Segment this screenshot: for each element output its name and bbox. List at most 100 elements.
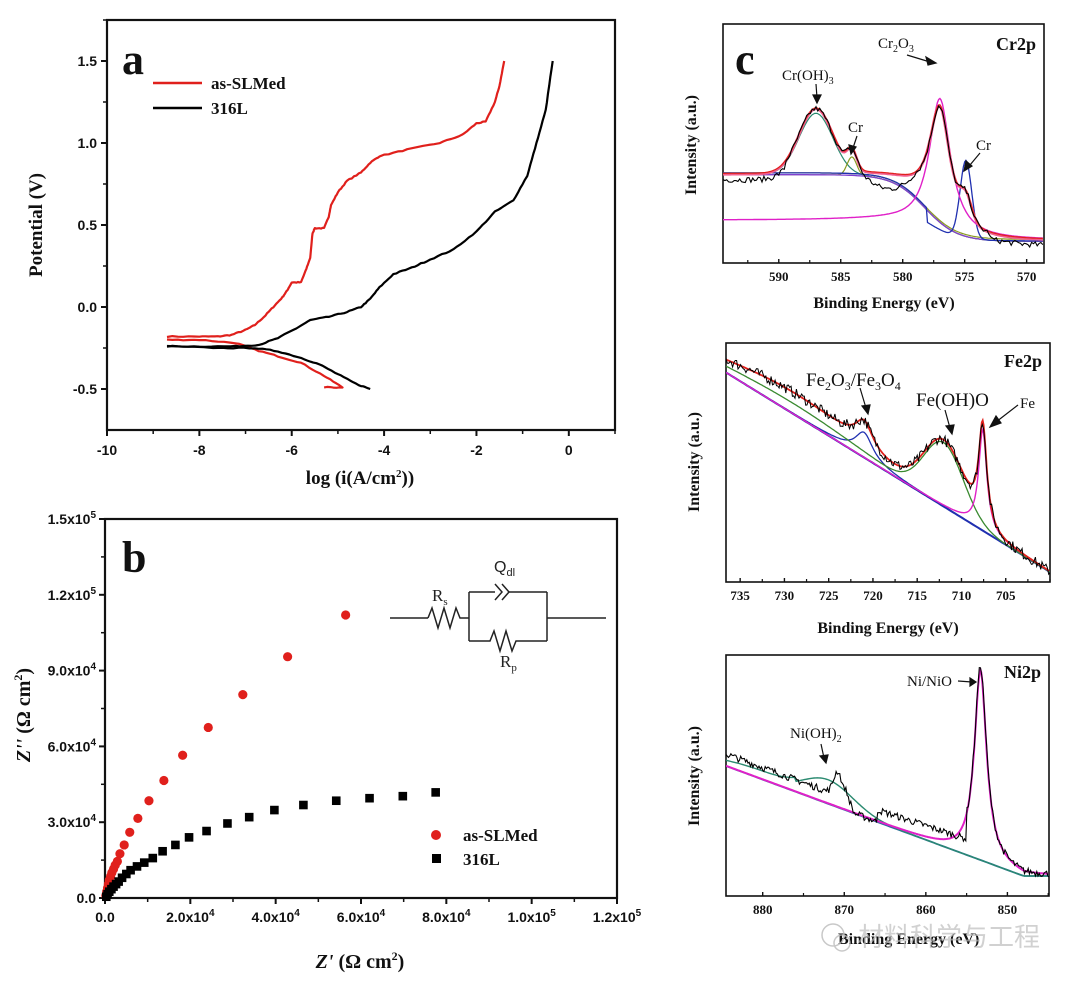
anno-cr2o3-m2: O bbox=[898, 36, 909, 52]
data-point-316l bbox=[270, 805, 279, 815]
fe2p-envelope bbox=[726, 358, 1050, 572]
cr2p-envelope-pink bbox=[723, 104, 1043, 241]
x-title-end: )) bbox=[402, 468, 415, 489]
x-tick-label: 710 bbox=[952, 588, 972, 603]
panel-b-ticks: 0.0 2.0x104 4.0x104 6.0x104 8.0x104 1.0x105 1.… bbox=[48, 510, 642, 925]
x-tick-label: 735 bbox=[730, 588, 750, 603]
cr2p-envelope-red bbox=[723, 104, 1043, 240]
arrow-head-icon bbox=[988, 414, 1002, 429]
data-point-316l bbox=[431, 788, 440, 797]
x-tick-label: 0 bbox=[565, 442, 573, 458]
cpe-plate-2b-icon bbox=[501, 583, 510, 601]
x-tick-label: 8.0x104 bbox=[422, 908, 471, 925]
rs-main: R bbox=[432, 586, 444, 605]
arrow-cr-2 bbox=[969, 152, 981, 166]
fe2p-arrows bbox=[859, 387, 1019, 436]
data-point-316l bbox=[132, 862, 142, 871]
arrow-cr2o3 bbox=[906, 54, 931, 63]
watermark-text: 材料科学与工程 bbox=[858, 923, 1040, 953]
data-point-316l bbox=[139, 858, 149, 867]
panel-b-letter: b bbox=[122, 533, 146, 582]
fe2p-y-axis-title: Intensity (a.u.) bbox=[686, 412, 703, 512]
fe2p-raw-data bbox=[726, 358, 1050, 576]
panel-a-series bbox=[166, 60, 554, 391]
cr2p-cr-metal-1-component bbox=[723, 156, 1043, 242]
x-tick-label: -2 bbox=[470, 442, 483, 458]
panel-b-frame bbox=[103, 517, 619, 900]
q-sub: dl bbox=[506, 567, 515, 579]
panel-c-fe2p-chart: 735 730 725 720 715 710 705 Fe2p Fe2O3/Fe3O4 F… bbox=[686, 342, 1051, 637]
x-tick-label: 870 bbox=[835, 902, 855, 917]
data-point-316l bbox=[299, 800, 308, 810]
panel-b-x-axis-title: Z' (Ω cm2) bbox=[315, 949, 405, 973]
data-point-316l bbox=[126, 865, 135, 875]
fe2p-ticks: 735 730 725 720 715 710 705 bbox=[730, 578, 1051, 603]
rp-sub: p bbox=[511, 662, 517, 674]
yrest: (Ω cm bbox=[13, 680, 35, 739]
data-point-as-slmed bbox=[238, 690, 248, 700]
x-tick-label: 585 bbox=[831, 269, 851, 284]
panel-c-ni2p-chart: 880 870 860 850 Ni2p Ni/NiO Ni(OH)2 Intensi… bbox=[686, 654, 1050, 948]
anno-cr2o3-s2: 3 bbox=[909, 44, 914, 55]
anno-cr-1: Cr bbox=[848, 120, 863, 136]
data-point-as-slmed bbox=[159, 775, 169, 786]
anno-ni-nio: Ni/NiO bbox=[907, 674, 952, 690]
ni2p-y-axis-title: Intensity (a.u.) bbox=[686, 726, 703, 826]
fe2p-tag: Fe2p bbox=[1004, 351, 1042, 371]
data-point-as-slmed bbox=[125, 827, 135, 837]
x-tick-label: -4 bbox=[378, 442, 391, 458]
y-tick-label: 9.0x104 bbox=[48, 662, 97, 679]
ni2p-tag: Ni2p bbox=[1004, 662, 1041, 682]
y-tick-label: -0.5 bbox=[73, 381, 97, 397]
ni2p-arrows bbox=[818, 676, 978, 765]
y-tick-label: 0.0 bbox=[78, 299, 98, 315]
panel-a-y-axis-title: Potential (V) bbox=[26, 173, 47, 277]
cr2p-raw-data bbox=[723, 105, 1044, 249]
x-tick-label: -10 bbox=[97, 442, 117, 458]
panel-c-letter: c bbox=[735, 35, 755, 84]
polarization-curve-316l-cathodic bbox=[166, 344, 371, 391]
x-tick-label: 6.0x104 bbox=[337, 908, 386, 925]
x-tick-label: 580 bbox=[893, 269, 913, 284]
panel-a-x-axis-title: log (i(A/cm2)) bbox=[306, 468, 414, 489]
data-point-as-slmed bbox=[283, 652, 293, 662]
anno-cr2o3-m1: Cr bbox=[878, 36, 893, 52]
data-point-316l bbox=[331, 796, 341, 806]
x-tick-label: 1.2x105 bbox=[593, 908, 642, 925]
cr2p-tag: Cr2p bbox=[996, 34, 1036, 54]
x-tick-label: 2.0x104 bbox=[166, 908, 215, 925]
y-tick-label: 6.0x104 bbox=[48, 737, 97, 754]
rp-main: R bbox=[500, 652, 512, 671]
x-tick-label: 0.0 bbox=[95, 909, 115, 925]
yz: Z'' bbox=[13, 738, 35, 763]
x-tick-label: 725 bbox=[819, 588, 839, 603]
data-point-316l bbox=[223, 819, 232, 828]
circuit-label-rs: Rs bbox=[432, 586, 448, 608]
legend-marker-as-slmed bbox=[431, 830, 441, 840]
x-tick-label: 860 bbox=[916, 902, 936, 917]
equivalent-circuit-diagram bbox=[390, 583, 606, 654]
ni2p-x-axis-title: Binding Energy (eV) bbox=[838, 931, 979, 948]
panel-c-cr2p-chart: 590 585 580 575 570 c Cr2p Cr(OH)3 Cr Cr2O3 … bbox=[683, 23, 1045, 312]
x-tick-label: 720 bbox=[863, 588, 883, 603]
panel-a-polarization-chart: -10 -8 -6 -4 -2 0-0.50.00.51.01.5 a as-SLMed … bbox=[26, 18, 617, 489]
rs-sub: s bbox=[443, 596, 447, 608]
data-point-316l bbox=[244, 812, 254, 822]
data-point-316l bbox=[398, 791, 408, 801]
legend-label-316l: 316L bbox=[211, 99, 248, 118]
x-tick-label: 1.0x105 bbox=[507, 908, 556, 925]
arrow-head-icon bbox=[848, 144, 857, 156]
x-tick-label: 715 bbox=[907, 588, 927, 603]
arrow-head-icon bbox=[963, 159, 974, 173]
legend-marker-316l bbox=[432, 854, 441, 863]
anno-fe2o3-fe3o4: Fe2O3/Fe3O4 bbox=[806, 370, 901, 393]
x-title-sup: 2 bbox=[396, 468, 402, 480]
x-title-main: log (i(A/cm bbox=[306, 468, 396, 489]
anno-cr2o3-s1: 2 bbox=[893, 44, 898, 55]
xz: Z' bbox=[315, 951, 334, 973]
y-tick-label: 1.0 bbox=[78, 135, 98, 151]
anno-nioh2: Ni(OH)2 bbox=[790, 726, 842, 745]
data-point-316l bbox=[184, 833, 194, 842]
cr2p-y-axis-title: Intensity (a.u.) bbox=[683, 95, 700, 195]
